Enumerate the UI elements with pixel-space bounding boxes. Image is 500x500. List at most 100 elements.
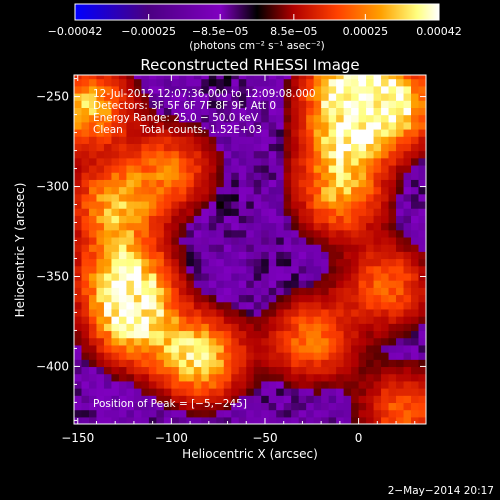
heatmap-cell — [246, 301, 255, 310]
heatmap-cell — [231, 107, 240, 116]
heatmap-cell — [223, 114, 232, 123]
heatmap-cell — [133, 193, 142, 202]
heatmap-cell — [351, 85, 360, 94]
heatmap-cell — [208, 100, 217, 108]
heatmap-cell — [74, 373, 83, 382]
heatmap-cell — [336, 366, 345, 375]
heatmap-cell — [74, 222, 83, 231]
heatmap-cell — [141, 222, 150, 231]
heatmap-cell — [96, 352, 105, 360]
heatmap-cell — [223, 200, 232, 209]
heatmap-cell — [238, 143, 247, 152]
heatmap-cell — [321, 186, 330, 195]
heatmap-cell — [343, 244, 352, 252]
heatmap-cell — [403, 172, 412, 180]
heatmap-cell — [261, 316, 270, 324]
heatmap-cell — [186, 373, 195, 382]
heatmap-cell — [358, 373, 367, 382]
heatmap-cell — [396, 136, 405, 144]
heatmap-cell — [246, 330, 255, 339]
heatmap-cell — [336, 172, 345, 180]
heatmap-cell — [411, 75, 420, 80]
heatmap-cell — [291, 136, 300, 144]
heatmap-cell — [358, 280, 367, 288]
heatmap-cell — [418, 164, 426, 173]
heatmap-cell — [283, 172, 292, 180]
heatmap-cell — [298, 258, 307, 267]
heatmap-cell — [133, 265, 142, 274]
heatmap-cell — [306, 373, 315, 382]
heatmap-cell — [141, 85, 150, 94]
heatmap-cell — [276, 323, 285, 332]
heatmap-cell — [148, 75, 157, 80]
heatmap-cell — [223, 409, 232, 418]
heatmap-cell — [231, 301, 240, 310]
heatmap-cell — [261, 272, 270, 281]
heatmap-cell — [88, 107, 98, 116]
heatmap-cell — [336, 373, 345, 382]
heatmap-cell — [321, 316, 330, 324]
heatmap-cell — [336, 107, 345, 116]
heatmap-cell — [96, 373, 105, 382]
heatmap-cell — [238, 121, 247, 130]
heatmap-cell — [418, 121, 426, 130]
heatmap-cell — [381, 78, 390, 87]
heatmap-cell — [261, 244, 270, 252]
heatmap-cell — [246, 323, 255, 332]
heatmap-cell — [388, 359, 397, 368]
heatmap-cell — [141, 395, 150, 404]
heatmap-cell — [156, 186, 165, 195]
heatmap-cell — [418, 409, 426, 418]
heatmap-cell — [253, 366, 262, 375]
heatmap-cell — [246, 121, 255, 130]
heatmap-cell — [126, 301, 135, 310]
heatmap-cell — [261, 258, 270, 267]
heatmap-cell — [81, 172, 90, 180]
heatmap-cell — [103, 107, 113, 116]
heatmap-cell — [148, 337, 157, 346]
heatmap-cell — [186, 222, 195, 231]
heatmap-cell — [133, 323, 142, 332]
heatmap-cell — [148, 136, 157, 144]
heatmap-cell — [411, 200, 420, 209]
heatmap-cell — [88, 222, 98, 231]
heatmap-cell — [313, 337, 322, 346]
heatmap-cell — [276, 316, 285, 324]
heatmap-cell — [201, 121, 210, 130]
heatmap-cell — [253, 352, 262, 360]
heatmap-cell — [336, 380, 345, 389]
heatmap-cell — [366, 75, 375, 80]
heatmap-cell — [133, 316, 142, 324]
heatmap-cell — [133, 352, 142, 360]
heatmap-cell — [103, 416, 113, 424]
heatmap-cell — [208, 258, 217, 267]
heatmap-cell — [171, 359, 180, 368]
heatmap-cell — [126, 366, 135, 375]
heatmap-cell — [388, 200, 397, 209]
heatmap-cell — [156, 75, 165, 80]
heatmap-cell — [283, 409, 292, 418]
heatmap-cell — [388, 193, 397, 202]
heatmap-cell — [313, 236, 322, 245]
heatmap-cell — [388, 136, 397, 144]
heatmap-cell — [283, 258, 292, 267]
heatmap-cell — [118, 100, 128, 108]
heatmap-cell — [373, 366, 382, 375]
heatmap-cell — [186, 172, 195, 180]
heatmap-cell — [118, 272, 128, 281]
heatmap-cell — [366, 294, 375, 303]
heatmap-cell — [381, 215, 390, 224]
heatmap-cell — [178, 287, 187, 296]
heatmap-cell — [216, 107, 225, 116]
heatmap-cell — [186, 78, 195, 87]
heatmap-cell — [388, 330, 397, 339]
heatmap-cell — [403, 143, 412, 152]
heatmap-cell — [96, 136, 105, 144]
heatmap-cell — [208, 78, 217, 87]
heatmap-cell — [186, 200, 195, 209]
heatmap-cell — [261, 136, 270, 144]
heatmap-cell — [201, 107, 210, 116]
heatmap-cell — [418, 136, 426, 144]
heatmap-cell — [186, 208, 195, 216]
heatmap-cell — [223, 301, 232, 310]
